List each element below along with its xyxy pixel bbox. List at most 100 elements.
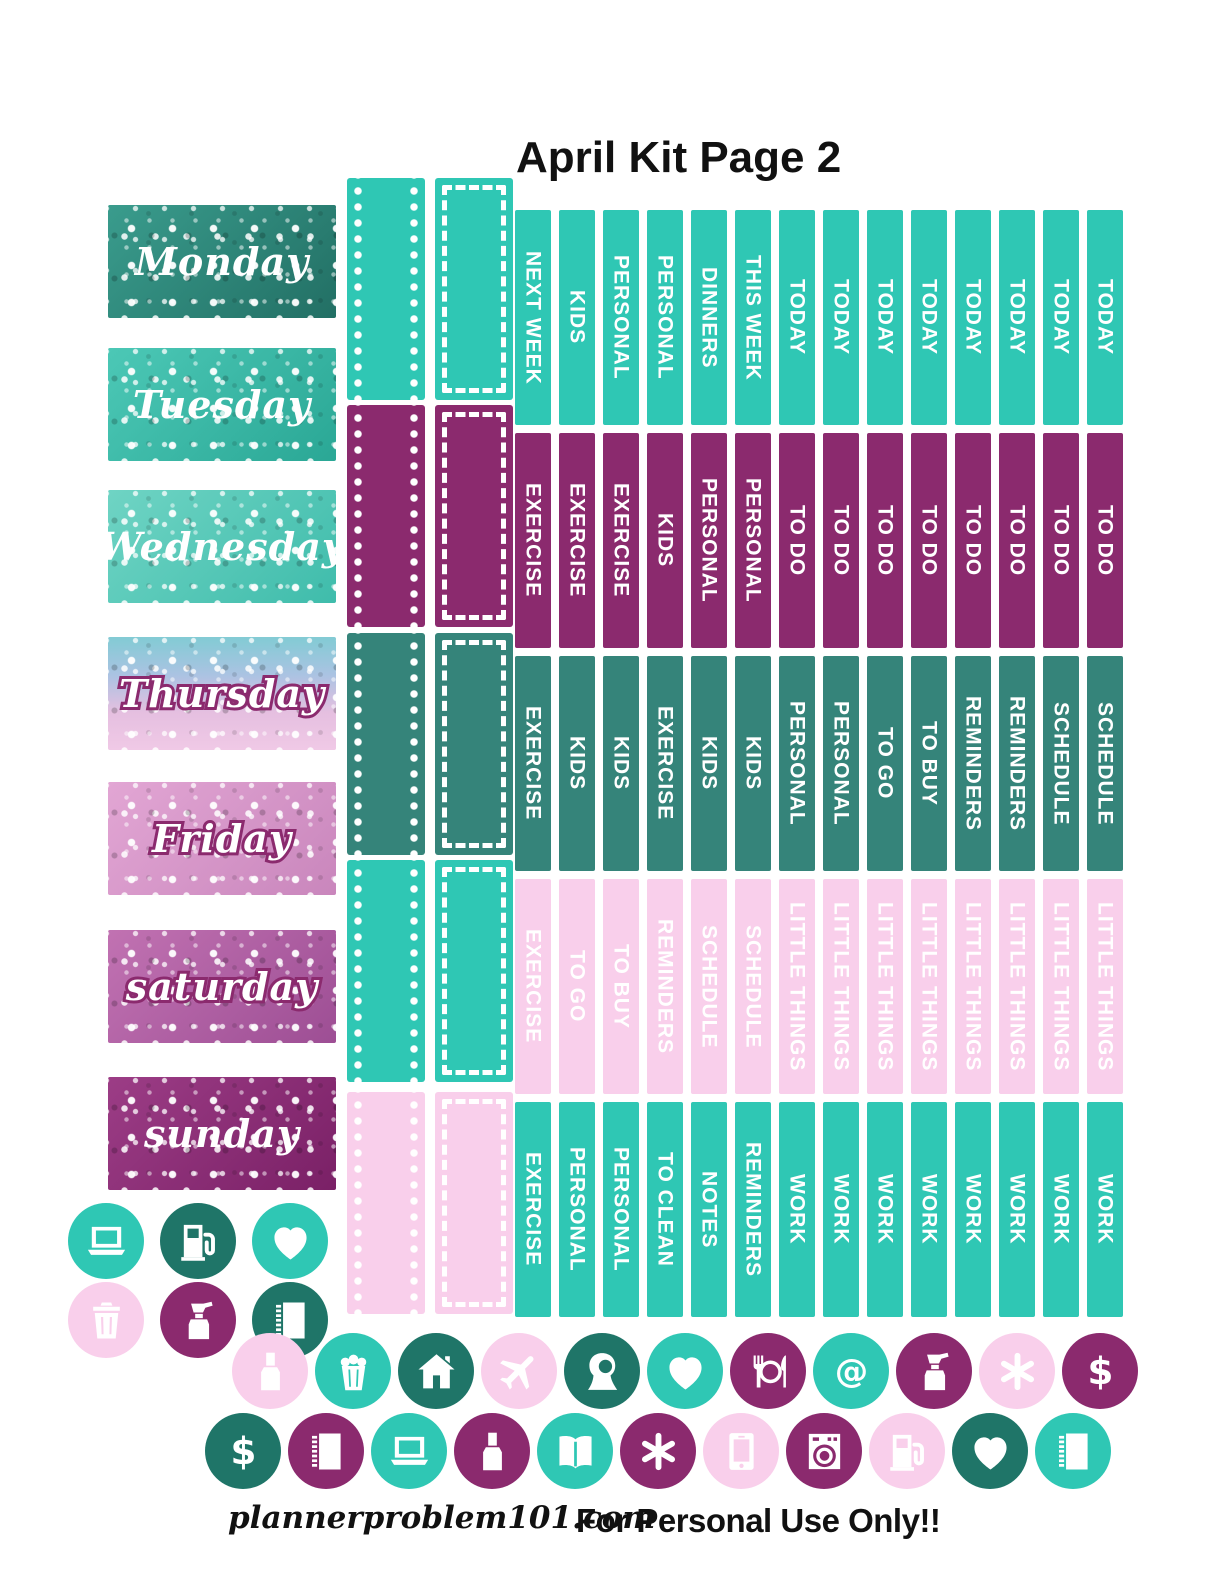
sticker-strip: LITTLE THINGS bbox=[955, 879, 991, 1094]
checklist-box-dotted bbox=[347, 860, 425, 1082]
sticker-strip: PERSONAL bbox=[603, 210, 639, 425]
plate-icon bbox=[730, 1333, 806, 1409]
sticker-strip: KIDS bbox=[603, 656, 639, 871]
strip-label: REMINDERS bbox=[653, 918, 677, 1054]
house-icon bbox=[398, 1333, 474, 1409]
notebook-icon bbox=[1035, 1413, 1111, 1489]
sticker-strip: SCHEDULE bbox=[691, 879, 727, 1094]
strip-label: LITTLE THINGS bbox=[1005, 901, 1029, 1072]
sticker-strip: LITTLE THINGS bbox=[1087, 879, 1123, 1094]
strip-label: TO GO bbox=[873, 727, 897, 800]
strip-label: TO DO bbox=[917, 504, 941, 577]
checklist-box-dashed bbox=[435, 1092, 513, 1314]
popcorn-icon bbox=[315, 1333, 391, 1409]
sticker-strip: EXERCISE bbox=[647, 656, 683, 871]
sticker-strip: SCHEDULE bbox=[1043, 656, 1079, 871]
strip-label: WORK bbox=[917, 1174, 941, 1245]
laptop-icon bbox=[371, 1413, 447, 1489]
sticker-strip: TO BUY bbox=[603, 879, 639, 1094]
strip-label: LITTLE THINGS bbox=[785, 901, 809, 1072]
sticker-strip: KIDS bbox=[691, 656, 727, 871]
strip-label: TO GO bbox=[565, 950, 589, 1023]
sticker-strip: TODAY bbox=[955, 210, 991, 425]
day-label: Wednesday bbox=[99, 524, 345, 569]
sticker-strip: WORK bbox=[779, 1102, 815, 1317]
day-label: Tuesday bbox=[132, 382, 312, 427]
day-header-wednesday: Wednesday bbox=[99, 490, 344, 603]
washer-icon bbox=[786, 1413, 862, 1489]
sticker-strip: REMINDERS bbox=[955, 656, 991, 871]
sticker-strip: TODAY bbox=[779, 210, 815, 425]
strip-label: TO DO bbox=[829, 504, 853, 577]
sticker-strip: TODAY bbox=[999, 210, 1035, 425]
dashed-border bbox=[442, 640, 506, 848]
strip-label: LITTLE THINGS bbox=[829, 901, 853, 1072]
sticker-strip: PERSONAL bbox=[647, 210, 683, 425]
polish-icon bbox=[232, 1333, 308, 1409]
checklist-box-dotted bbox=[347, 1092, 425, 1314]
sticker-strip: WORK bbox=[1043, 1102, 1079, 1317]
dashed-border bbox=[442, 1099, 506, 1307]
strip-label: TO CLEAN bbox=[653, 1152, 677, 1267]
sticker-strip: EXERCISE bbox=[515, 656, 551, 871]
sticker-strip: REMINDERS bbox=[647, 879, 683, 1094]
checklist-box-dotted bbox=[347, 405, 425, 627]
strip-label: WORK bbox=[1005, 1174, 1029, 1245]
sticker-strip: EXERCISE bbox=[515, 433, 551, 648]
sticker-strip: TO CLEAN bbox=[647, 1102, 683, 1317]
laptop-icon bbox=[68, 1203, 144, 1279]
day-header-tuesday: Tuesday bbox=[108, 348, 336, 461]
strip-label: TO DO bbox=[1093, 504, 1117, 577]
sticker-strip: TO DO bbox=[955, 433, 991, 648]
strip-label: TO DO bbox=[961, 504, 985, 577]
day-header-sunday: sunday bbox=[108, 1077, 336, 1190]
sticker-strip: PERSONAL bbox=[735, 433, 771, 648]
sticker-strip: LITTLE THINGS bbox=[779, 879, 815, 1094]
sticker-strip: TO DO bbox=[1087, 433, 1123, 648]
strip-label: LITTLE THINGS bbox=[873, 901, 897, 1072]
strip-label: SCHEDULE bbox=[697, 924, 721, 1049]
sticker-strip: NOTES bbox=[691, 1102, 727, 1317]
sticker-strip: KIDS bbox=[559, 656, 595, 871]
strip-label: KIDS bbox=[609, 736, 633, 791]
sticker-strip: WORK bbox=[911, 1102, 947, 1317]
strip-label: KIDS bbox=[565, 736, 589, 791]
sticker-strip: TO BUY bbox=[911, 656, 947, 871]
personal-use-notice: For Personal Use Only!! bbox=[576, 1502, 941, 1539]
dollar-icon bbox=[205, 1413, 281, 1489]
dashed-border bbox=[442, 867, 506, 1075]
asterisk-icon bbox=[979, 1333, 1055, 1409]
strip-label: TO BUY bbox=[609, 944, 633, 1029]
page-title: April Kit Page 2 bbox=[516, 133, 842, 182]
strip-label: TODAY bbox=[961, 279, 985, 356]
strip-label: WORK bbox=[873, 1174, 897, 1245]
day-header-monday: Monday bbox=[108, 205, 336, 318]
sticker-strip: LITTLE THINGS bbox=[1043, 879, 1079, 1094]
strip-label: PERSONAL bbox=[609, 255, 633, 380]
strip-label: TODAY bbox=[829, 279, 853, 356]
sticker-strip: EXERCISE bbox=[515, 1102, 551, 1317]
polish-icon bbox=[454, 1413, 530, 1489]
strip-label: TODAY bbox=[1049, 279, 1073, 356]
strip-label: NOTES bbox=[697, 1170, 721, 1249]
trash-icon bbox=[68, 1282, 144, 1358]
sticker-strip: TO DO bbox=[823, 433, 859, 648]
sticker-strip: SCHEDULE bbox=[1087, 656, 1123, 871]
strip-label: REMINDERS bbox=[741, 1141, 765, 1277]
strip-label: WORK bbox=[1049, 1174, 1073, 1245]
day-label: Friday bbox=[149, 813, 294, 864]
sticker-strip: TO DO bbox=[1043, 433, 1079, 648]
sticker-strip: TO DO bbox=[999, 433, 1035, 648]
sticker-strip: WORK bbox=[955, 1102, 991, 1317]
sticker-strip: LITTLE THINGS bbox=[823, 879, 859, 1094]
sticker-strip: WORK bbox=[867, 1102, 903, 1317]
sticker-strip: KIDS bbox=[735, 656, 771, 871]
strip-label: TO DO bbox=[785, 504, 809, 577]
strip-label: KIDS bbox=[565, 290, 589, 345]
strip-label: PERSONAL bbox=[697, 478, 721, 603]
asterisk-icon bbox=[620, 1413, 696, 1489]
sticker-strip: KIDS bbox=[647, 433, 683, 648]
sticker-strip: WORK bbox=[999, 1102, 1035, 1317]
sticker-strip: EXERCISE bbox=[515, 879, 551, 1094]
plane-icon bbox=[481, 1333, 557, 1409]
